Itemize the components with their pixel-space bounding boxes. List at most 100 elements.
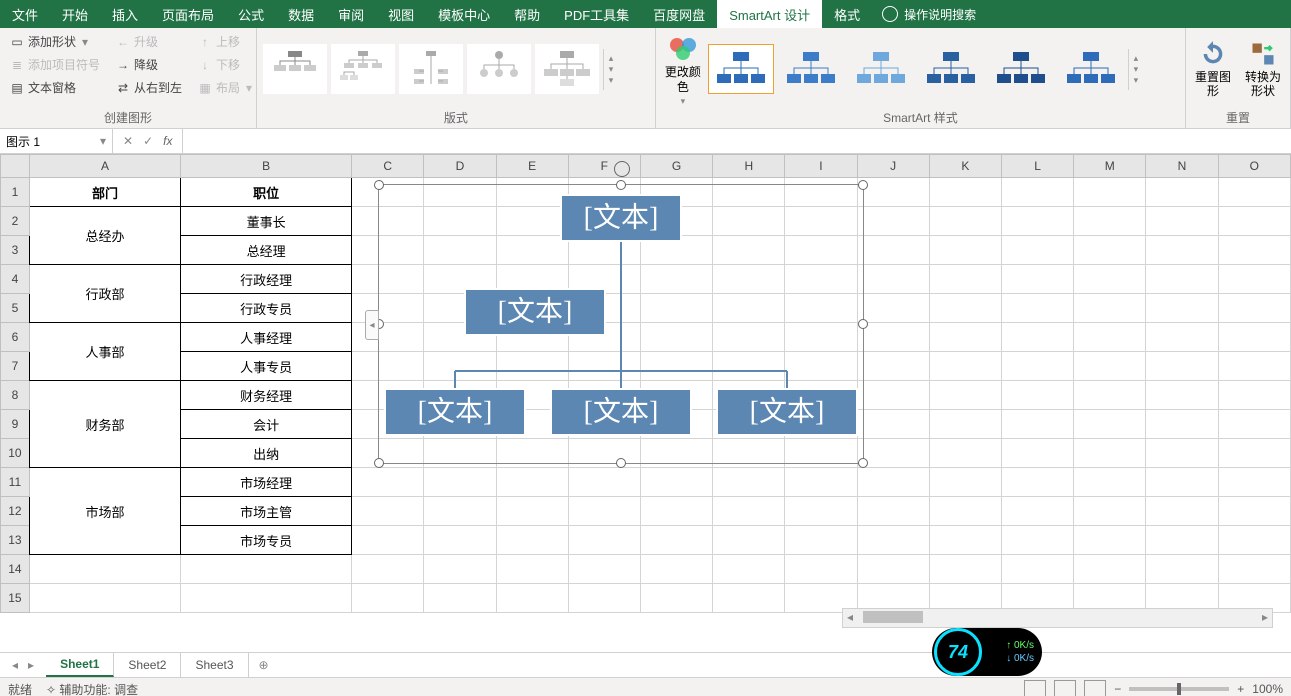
cell[interactable] bbox=[352, 555, 424, 584]
cell[interactable] bbox=[568, 497, 640, 526]
cell[interactable] bbox=[713, 468, 785, 497]
style-option-5[interactable] bbox=[1058, 44, 1124, 94]
cell[interactable] bbox=[496, 555, 568, 584]
cell[interactable] bbox=[1218, 265, 1290, 294]
zoom-out-button[interactable]: − bbox=[1114, 682, 1121, 696]
row-header[interactable]: 15 bbox=[1, 584, 30, 613]
cell[interactable] bbox=[929, 236, 1001, 265]
cell[interactable] bbox=[352, 468, 424, 497]
rtl-button[interactable]: ⇄从右到左 bbox=[112, 77, 186, 98]
cell[interactable] bbox=[1218, 468, 1290, 497]
layout-option-3[interactable] bbox=[467, 44, 531, 94]
col-header[interactable]: L bbox=[1001, 155, 1073, 178]
cell[interactable] bbox=[1218, 323, 1290, 352]
cell[interactable] bbox=[640, 497, 712, 526]
cell[interactable] bbox=[568, 555, 640, 584]
row-header[interactable]: 11 bbox=[1, 468, 30, 497]
cell[interactable] bbox=[1074, 555, 1146, 584]
cell[interactable] bbox=[1001, 555, 1073, 584]
cancel-icon[interactable]: ✕ bbox=[123, 134, 133, 148]
col-header[interactable]: E bbox=[496, 155, 568, 178]
cell[interactable] bbox=[640, 526, 712, 555]
cell[interactable] bbox=[1074, 294, 1146, 323]
smartart-object[interactable]: ◂ [文本][文本][文本][文本][文本] bbox=[378, 184, 864, 464]
cell[interactable] bbox=[1001, 265, 1073, 294]
cell[interactable] bbox=[181, 584, 352, 613]
cell[interactable] bbox=[857, 236, 929, 265]
row-header[interactable]: 7 bbox=[1, 352, 30, 381]
col-header[interactable]: O bbox=[1218, 155, 1290, 178]
cell[interactable] bbox=[857, 497, 929, 526]
cell[interactable] bbox=[929, 497, 1001, 526]
tab-插入[interactable]: 插入 bbox=[100, 0, 150, 28]
tab-开始[interactable]: 开始 bbox=[50, 0, 100, 28]
cell[interactable] bbox=[1074, 381, 1146, 410]
col-header[interactable]: A bbox=[29, 155, 180, 178]
formula-input[interactable] bbox=[183, 129, 1291, 153]
cell[interactable] bbox=[181, 555, 352, 584]
cell[interactable] bbox=[1074, 323, 1146, 352]
cell[interactable] bbox=[929, 207, 1001, 236]
cell[interactable] bbox=[785, 468, 857, 497]
cell[interactable] bbox=[1074, 352, 1146, 381]
cell[interactable] bbox=[1001, 294, 1073, 323]
tab-模板中心[interactable]: 模板中心 bbox=[426, 0, 502, 28]
cell[interactable] bbox=[1146, 410, 1218, 439]
cell[interactable] bbox=[857, 323, 929, 352]
row-header[interactable]: 5 bbox=[1, 294, 30, 323]
move-down-button[interactable]: ↓下移 bbox=[194, 54, 256, 75]
cell[interactable] bbox=[929, 381, 1001, 410]
cell[interactable] bbox=[929, 555, 1001, 584]
cell[interactable] bbox=[1001, 468, 1073, 497]
sheet-nav[interactable]: ◂▸ bbox=[0, 653, 46, 677]
row-header[interactable]: 8 bbox=[1, 381, 30, 410]
col-header[interactable]: D bbox=[424, 155, 496, 178]
cell[interactable] bbox=[1001, 526, 1073, 555]
cell[interactable] bbox=[496, 468, 568, 497]
cell[interactable] bbox=[1218, 526, 1290, 555]
cell[interactable] bbox=[1146, 265, 1218, 294]
cell[interactable] bbox=[1001, 381, 1073, 410]
cell[interactable] bbox=[1074, 439, 1146, 468]
cell[interactable] bbox=[713, 555, 785, 584]
cell[interactable] bbox=[785, 526, 857, 555]
layout-option-4[interactable] bbox=[535, 44, 599, 94]
tab-格式[interactable]: 格式 bbox=[822, 0, 872, 28]
cell[interactable] bbox=[1218, 178, 1290, 207]
row-header[interactable]: 2 bbox=[1, 207, 30, 236]
name-box[interactable]: 图示 1▾ bbox=[0, 129, 113, 153]
cell[interactable] bbox=[1001, 207, 1073, 236]
cell[interactable] bbox=[1001, 352, 1073, 381]
cell[interactable] bbox=[857, 178, 929, 207]
tab-百度网盘[interactable]: 百度网盘 bbox=[641, 0, 717, 28]
row-header[interactable]: 4 bbox=[1, 265, 30, 294]
cell[interactable] bbox=[352, 584, 424, 613]
cell[interactable] bbox=[1218, 555, 1290, 584]
col-header[interactable]: B bbox=[181, 155, 352, 178]
cell[interactable] bbox=[1146, 294, 1218, 323]
cell[interactable] bbox=[1001, 410, 1073, 439]
cell[interactable] bbox=[857, 468, 929, 497]
tab-审阅[interactable]: 审阅 bbox=[326, 0, 376, 28]
row-header[interactable]: 6 bbox=[1, 323, 30, 352]
cell[interactable] bbox=[785, 497, 857, 526]
tab-文件[interactable]: 文件 bbox=[0, 0, 50, 28]
cell[interactable] bbox=[640, 584, 712, 613]
view-break-button[interactable] bbox=[1084, 680, 1106, 696]
cell[interactable] bbox=[640, 468, 712, 497]
cell[interactable] bbox=[929, 352, 1001, 381]
cell[interactable] bbox=[929, 526, 1001, 555]
reset-graphic-button[interactable]: 重置图形 bbox=[1192, 31, 1234, 107]
cell[interactable] bbox=[713, 526, 785, 555]
cell[interactable] bbox=[1074, 410, 1146, 439]
cell[interactable] bbox=[929, 265, 1001, 294]
cell[interactable] bbox=[1146, 497, 1218, 526]
tell-me-search[interactable]: 操作说明搜索 bbox=[872, 0, 986, 28]
zoom-slider[interactable] bbox=[1129, 687, 1229, 691]
row-header[interactable]: 10 bbox=[1, 439, 30, 468]
cell[interactable] bbox=[1074, 526, 1146, 555]
row-header[interactable]: 9 bbox=[1, 410, 30, 439]
cell[interactable] bbox=[1001, 439, 1073, 468]
cell[interactable] bbox=[857, 294, 929, 323]
cell[interactable] bbox=[640, 555, 712, 584]
